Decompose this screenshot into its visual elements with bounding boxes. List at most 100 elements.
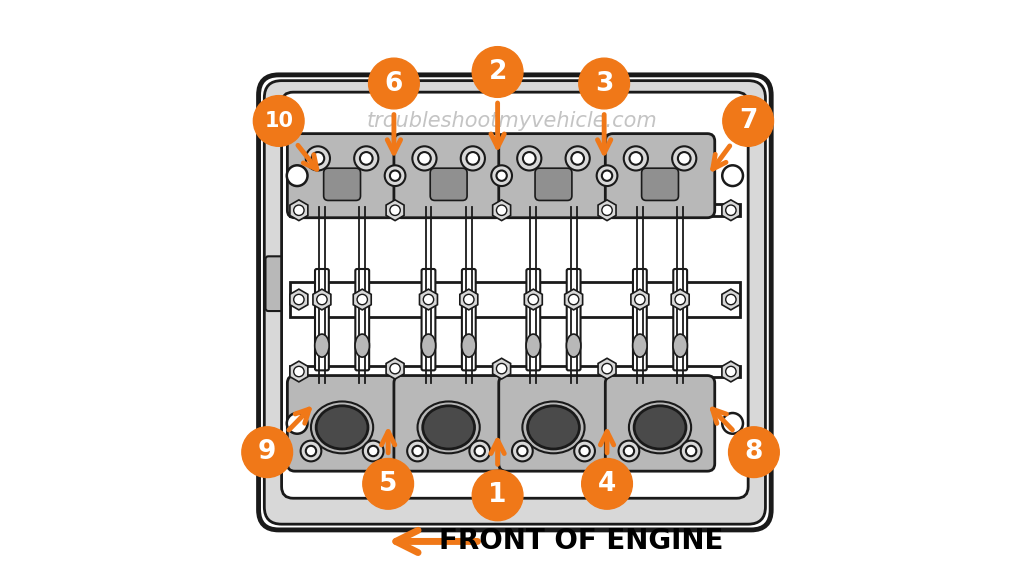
Text: 7: 7 [739, 108, 758, 134]
Circle shape [635, 294, 645, 305]
Text: 9: 9 [258, 439, 276, 465]
Circle shape [729, 427, 779, 478]
Text: 8: 8 [744, 439, 763, 465]
Text: troubleshootmyvehicle.com: troubleshootmyvehicle.com [367, 111, 657, 131]
Circle shape [726, 294, 736, 305]
Circle shape [306, 446, 316, 456]
Circle shape [413, 146, 436, 170]
Circle shape [316, 294, 327, 305]
Text: 3: 3 [595, 70, 613, 97]
Text: 2: 2 [488, 59, 507, 85]
FancyBboxPatch shape [288, 134, 396, 218]
Ellipse shape [566, 334, 581, 357]
Polygon shape [493, 200, 511, 221]
Circle shape [242, 427, 293, 478]
Ellipse shape [462, 334, 476, 357]
Circle shape [565, 146, 590, 170]
Ellipse shape [423, 406, 474, 449]
Circle shape [602, 363, 612, 374]
FancyBboxPatch shape [462, 269, 476, 370]
FancyBboxPatch shape [288, 376, 396, 471]
Circle shape [369, 58, 419, 109]
FancyBboxPatch shape [324, 168, 360, 200]
Circle shape [385, 165, 406, 186]
Polygon shape [493, 358, 511, 379]
Polygon shape [460, 289, 478, 310]
Polygon shape [420, 289, 437, 310]
FancyBboxPatch shape [642, 168, 679, 200]
Circle shape [408, 441, 428, 461]
Polygon shape [290, 200, 308, 221]
Circle shape [461, 146, 485, 170]
Circle shape [568, 294, 579, 305]
Text: 6: 6 [385, 70, 403, 97]
Circle shape [306, 146, 330, 170]
Polygon shape [564, 289, 583, 310]
Text: 5: 5 [379, 471, 397, 497]
Ellipse shape [421, 334, 435, 357]
Circle shape [287, 165, 307, 186]
Circle shape [413, 446, 423, 456]
Circle shape [512, 441, 532, 461]
Polygon shape [631, 289, 649, 310]
Circle shape [418, 152, 431, 165]
Circle shape [469, 441, 490, 461]
FancyBboxPatch shape [264, 81, 765, 524]
Circle shape [726, 366, 736, 377]
Polygon shape [722, 361, 740, 382]
Bar [290, 282, 739, 317]
Circle shape [517, 146, 542, 170]
Circle shape [686, 446, 696, 456]
Circle shape [722, 165, 743, 186]
Polygon shape [598, 200, 616, 221]
FancyBboxPatch shape [605, 134, 715, 218]
Circle shape [357, 294, 368, 305]
FancyBboxPatch shape [355, 269, 369, 370]
Ellipse shape [633, 334, 647, 357]
Circle shape [362, 441, 384, 461]
FancyBboxPatch shape [265, 256, 292, 311]
Circle shape [597, 165, 617, 186]
Circle shape [497, 205, 507, 215]
FancyBboxPatch shape [282, 92, 749, 498]
Circle shape [464, 294, 474, 305]
FancyBboxPatch shape [499, 376, 608, 471]
Circle shape [574, 441, 595, 461]
Circle shape [362, 458, 414, 509]
Bar [290, 204, 739, 216]
FancyBboxPatch shape [605, 376, 715, 471]
Ellipse shape [316, 406, 368, 449]
Circle shape [582, 458, 633, 509]
Circle shape [474, 446, 485, 456]
FancyBboxPatch shape [430, 168, 467, 200]
Circle shape [523, 152, 536, 165]
FancyBboxPatch shape [674, 269, 687, 370]
Circle shape [294, 205, 304, 215]
Circle shape [472, 470, 523, 521]
Ellipse shape [673, 334, 687, 357]
Polygon shape [671, 289, 689, 310]
FancyBboxPatch shape [526, 269, 541, 370]
Circle shape [571, 152, 584, 165]
Circle shape [602, 170, 612, 181]
Circle shape [294, 294, 304, 305]
FancyBboxPatch shape [258, 75, 771, 530]
Polygon shape [353, 289, 372, 310]
Circle shape [492, 165, 512, 186]
Circle shape [678, 152, 690, 165]
Polygon shape [290, 361, 308, 382]
Text: 10: 10 [264, 111, 293, 131]
FancyBboxPatch shape [394, 134, 504, 218]
Circle shape [517, 446, 527, 456]
Circle shape [726, 205, 736, 215]
FancyBboxPatch shape [394, 376, 504, 471]
Text: 1: 1 [488, 482, 507, 509]
Circle shape [618, 441, 639, 461]
Circle shape [675, 294, 685, 305]
Polygon shape [386, 200, 404, 221]
FancyBboxPatch shape [499, 134, 608, 218]
Circle shape [580, 446, 590, 456]
Polygon shape [524, 289, 543, 310]
Text: FRONT OF ENGINE: FRONT OF ENGINE [439, 528, 723, 555]
Circle shape [360, 152, 373, 165]
